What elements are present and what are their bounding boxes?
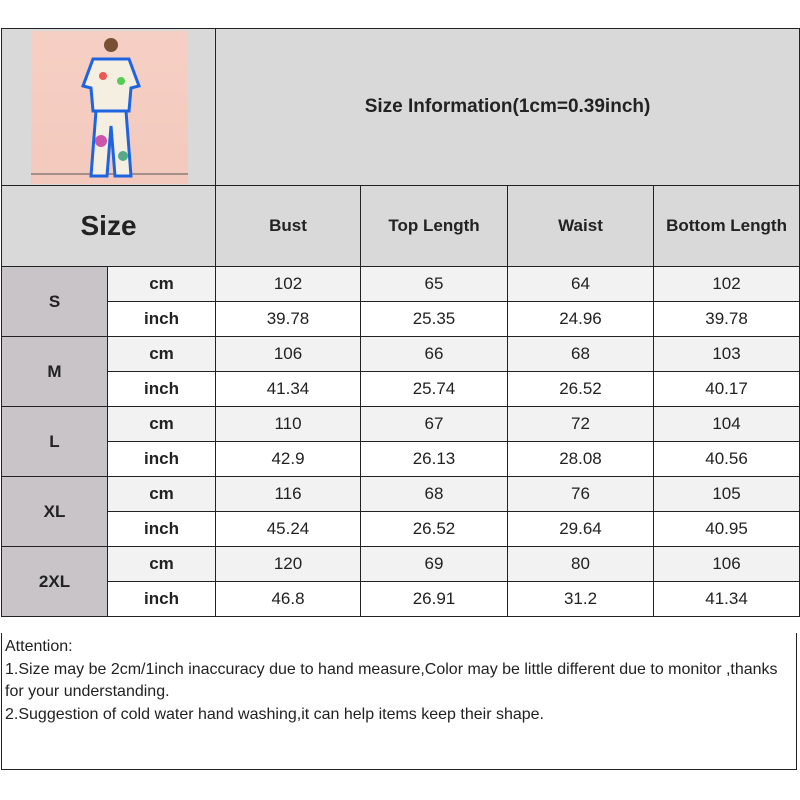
column-header-waist: Waist [507, 185, 654, 267]
measurement-cell: 29.64 [507, 511, 654, 547]
attention-notes: Attention: 1.Size may be 2cm/1inch inacc… [1, 633, 797, 770]
measurement-cell: 42.9 [215, 441, 361, 477]
measurement-cell: 25.74 [360, 371, 508, 407]
measurement-cell: 104 [652, 406, 800, 442]
size-label: XL [1, 476, 108, 547]
unit-label: inch [107, 371, 216, 407]
attention-line-1: 1.Size may be 2cm/1inch inaccuracy due t… [5, 660, 778, 701]
size-label: L [1, 406, 108, 477]
measurement-cell: 68 [360, 476, 508, 512]
measurement-cell: 106 [652, 546, 800, 582]
measurement-cell: 40.17 [652, 371, 800, 407]
measurement-cell: 102 [652, 266, 800, 302]
measurement-cell: 26.52 [507, 371, 654, 407]
unit-label: cm [107, 266, 216, 302]
column-header-top-length: Top Length [360, 185, 508, 267]
product-photo [31, 31, 188, 184]
measurement-cell: 31.2 [507, 581, 654, 617]
unit-label: inch [107, 301, 216, 337]
measurement-cell: 41.34 [652, 581, 800, 617]
measurement-cell: 67 [360, 406, 508, 442]
measurement-cell: 26.13 [360, 441, 508, 477]
measurement-cell: 66 [360, 336, 508, 372]
measurement-cell: 72 [507, 406, 654, 442]
unit-label: cm [107, 546, 216, 582]
measurement-cell: 80 [507, 546, 654, 582]
measurement-cell: 65 [360, 266, 508, 302]
measurement-cell: 26.52 [360, 511, 508, 547]
measurement-cell: 45.24 [215, 511, 361, 547]
table-row: inch 39.78 25.35 24.96 39.78 [2, 301, 800, 337]
column-header-bottom-length: Bottom Length [652, 185, 800, 267]
unit-label: inch [107, 581, 216, 617]
unit-label: cm [107, 336, 216, 372]
unit-label: cm [107, 406, 216, 442]
measurement-cell: 26.91 [360, 581, 508, 617]
unit-label: cm [107, 476, 216, 512]
table-row: inch 42.9 26.13 28.08 40.56 [2, 441, 800, 477]
model-figure-icon [31, 38, 188, 178]
measurement-cell: 110 [215, 406, 361, 442]
unit-label: inch [107, 511, 216, 547]
size-label: S [1, 266, 108, 337]
size-label: 2XL [1, 546, 108, 617]
measurement-cell: 106 [215, 336, 361, 372]
measurement-cell: 69 [360, 546, 508, 582]
size-label: M [1, 336, 108, 407]
measurement-cell: 64 [507, 266, 654, 302]
table-row: 2XL cm 120 69 80 106 [1, 546, 800, 617]
product-photo-cell [1, 28, 216, 186]
measurement-cell: 40.56 [652, 441, 800, 477]
measurement-cell: 39.78 [215, 301, 361, 337]
measurement-cell: 25.35 [360, 301, 508, 337]
size-header: Size [1, 185, 216, 267]
measurement-cell: 105 [652, 476, 800, 512]
measurement-cell: 39.78 [652, 301, 800, 337]
measurement-cell: 68 [507, 336, 654, 372]
measurement-cell: 24.96 [507, 301, 654, 337]
measurement-cell: 116 [215, 476, 361, 512]
size-chart-table: Size Information(1cm=0.39inch) Size Bust… [1, 28, 800, 617]
attention-line-2: 2.Suggestion of cold water hand washing,… [5, 705, 544, 723]
table-row: inch 46.8 26.91 31.2 41.34 [2, 581, 800, 617]
attention-heading: Attention: [5, 638, 73, 655]
chart-title: Size Information(1cm=0.39inch) [214, 28, 800, 186]
measurement-cell: 46.8 [215, 581, 361, 617]
measurement-cell: 103 [652, 336, 800, 372]
measurement-cell: 120 [215, 546, 361, 582]
measurement-cell: 76 [507, 476, 654, 512]
measurement-cell: 102 [215, 266, 361, 302]
column-header-bust: Bust [215, 185, 361, 267]
measurement-cell: 28.08 [507, 441, 654, 477]
unit-label: inch [107, 441, 216, 477]
table-row: inch 41.34 25.74 26.52 40.17 [2, 371, 800, 407]
table-row: inch 45.24 26.52 29.64 40.95 [2, 511, 800, 547]
table-row: XL cm 116 68 76 105 [1, 476, 800, 547]
measurement-cell: 40.95 [652, 511, 800, 547]
measurement-cell: 41.34 [215, 371, 361, 407]
